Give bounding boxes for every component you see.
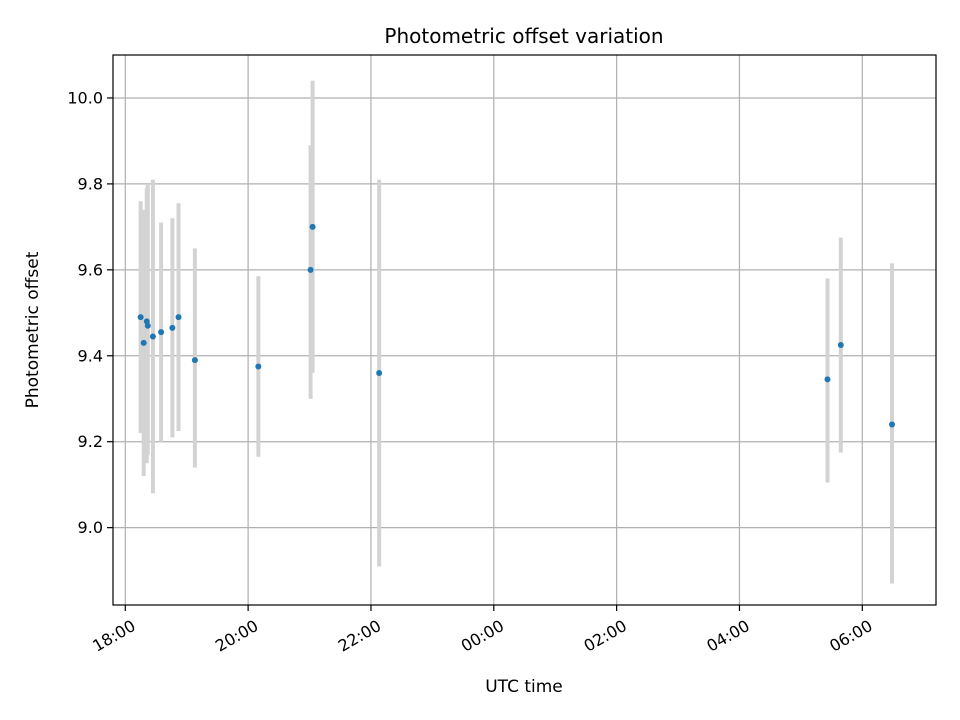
data-point (824, 376, 831, 383)
y-axis-ticks: 9.0 9.2 9.4 9.6 9.8 10.0 (67, 88, 113, 537)
x-axis-title: UTC time (485, 677, 563, 697)
y-tick-label: 9.8 (78, 174, 103, 193)
data-point (169, 324, 176, 331)
chart-title: Photometric offset variation (384, 24, 663, 48)
y-tick-label: 9.0 (78, 518, 103, 537)
data-point (137, 314, 144, 321)
plot-frame (112, 54, 937, 606)
data-point (144, 322, 151, 329)
data-point (175, 314, 182, 321)
data-points (137, 223, 895, 428)
y-tick-label: 9.6 (78, 260, 103, 279)
data-point (140, 339, 147, 346)
y-tick-label: 9.4 (78, 346, 103, 365)
data-point (307, 266, 314, 273)
data-point (255, 363, 262, 370)
data-point (158, 329, 165, 336)
y-tick-label: 9.2 (78, 432, 103, 451)
data-point (888, 421, 895, 428)
data-point (149, 333, 156, 340)
grid (113, 55, 936, 605)
data-point (837, 342, 844, 349)
data-point (376, 369, 383, 376)
y-axis-title: Photometric offset (23, 251, 43, 408)
data-point (191, 357, 198, 364)
data-point (309, 223, 316, 230)
y-tick-label: 10.0 (67, 88, 103, 107)
